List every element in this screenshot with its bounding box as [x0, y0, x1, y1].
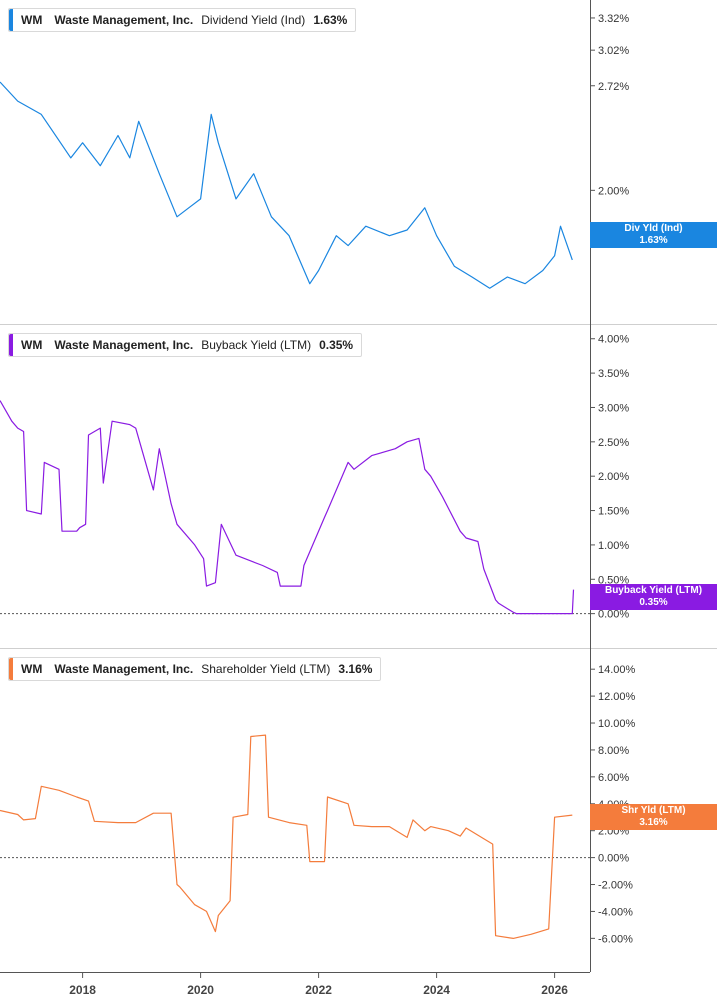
legend-company: Waste Management, Inc. [54, 13, 194, 27]
y-tick-label: -6.00% [598, 933, 633, 945]
legend-swatch-buyback [9, 334, 13, 356]
legend-value: 0.35% [319, 338, 354, 352]
x-tick-label: 2020 [187, 983, 214, 997]
legend-ticker: WM [21, 338, 43, 352]
y-tick-label: 2.00% [598, 185, 629, 197]
y-tick-label: 0.50% [598, 574, 629, 586]
legend-value: 3.16% [338, 662, 373, 676]
panel-3: -6.00%-4.00%-2.00%0.00%2.00%4.00%6.00%8.… [0, 648, 717, 945]
y-tick-label: 3.02% [598, 45, 629, 57]
y-tick-label: -4.00% [598, 906, 633, 918]
y-tick-label: 14.00% [598, 664, 636, 676]
end-label-shareholder: Shr Yld (LTM) 3.16% [590, 804, 717, 830]
end-label-value: 1.63% [639, 235, 668, 246]
y-tick-label: 3.00% [598, 402, 629, 414]
panel-1: 2.00% 2.72% 3.02% 3.32% [0, 13, 629, 289]
x-tick-label: 2024 [423, 983, 450, 997]
y-tick-label: 2.72% [598, 81, 629, 93]
end-label-buyback: Buyback Yield (LTM) 0.35% [590, 584, 717, 610]
panel-2: 0.00% 0.50% 1.00% 1.50% 2.00% 2.50% 3.00% 3.50%… [0, 324, 717, 621]
y-tick-label: 12.00% [598, 691, 636, 703]
series-line[interactable] [0, 734, 573, 939]
y-tick-label: 1.00% [598, 540, 629, 552]
x-tick-label: 2022 [305, 983, 332, 997]
series-line[interactable] [0, 400, 575, 615]
legend-buyback-yield[interactable]: WM Waste Management, Inc. Buyback Yield … [8, 333, 363, 357]
legend-shareholder-yield[interactable]: WM Waste Management, Inc. Shareholder Yi… [8, 657, 382, 681]
y-tick-label: 3.32% [598, 13, 629, 25]
legend-ticker: WM [21, 13, 43, 27]
y-tick-label: 2.50% [598, 437, 629, 449]
end-label-dividend: Div Yld (Ind) 1.63% [590, 222, 717, 248]
y-tick-label: 6.00% [598, 772, 629, 784]
legend-metric: Shareholder Yield (LTM) [201, 662, 331, 676]
y-tick-label: 10.00% [598, 718, 636, 730]
legend-metric: Buyback Yield (LTM) [201, 338, 312, 352]
y-tick-label: -2.00% [598, 880, 633, 892]
legend-company: Waste Management, Inc. [54, 662, 194, 676]
y-tick-label: 4.00% [598, 334, 629, 346]
y-tick-label: 8.00% [598, 745, 629, 757]
end-label-title: Div Yld (Ind) [624, 223, 683, 234]
legend-company: Waste Management, Inc. [54, 338, 194, 352]
y-tick-label: 2.00% [598, 471, 629, 483]
legend-ticker: WM [21, 662, 43, 676]
legend-swatch-shareholder [9, 658, 13, 680]
legend-swatch-dividend [9, 9, 13, 31]
y-tick-label: 0.00% [598, 853, 629, 865]
y-tick-label: 0.00% [598, 609, 629, 621]
legend-value: 1.63% [313, 13, 348, 27]
series-line[interactable] [0, 81, 573, 289]
end-label-value: 0.35% [639, 597, 668, 608]
legend-metric: Dividend Yield (Ind) [201, 13, 306, 27]
x-tick-label: 2026 [541, 983, 568, 997]
legend-dividend-yield[interactable]: WM Waste Management, Inc. Dividend Yield… [8, 8, 357, 32]
y-tick-label: 3.50% [598, 368, 629, 380]
end-label-title: Buyback Yield (LTM) [604, 585, 703, 596]
y-tick-label: 1.50% [598, 506, 629, 518]
end-label-title: Shr Yld (LTM) [621, 805, 686, 816]
end-label-value: 3.16% [639, 817, 668, 828]
x-axis: 2018 2020 2022 2024 2026 [0, 972, 590, 997]
x-tick-label: 2018 [69, 983, 96, 997]
